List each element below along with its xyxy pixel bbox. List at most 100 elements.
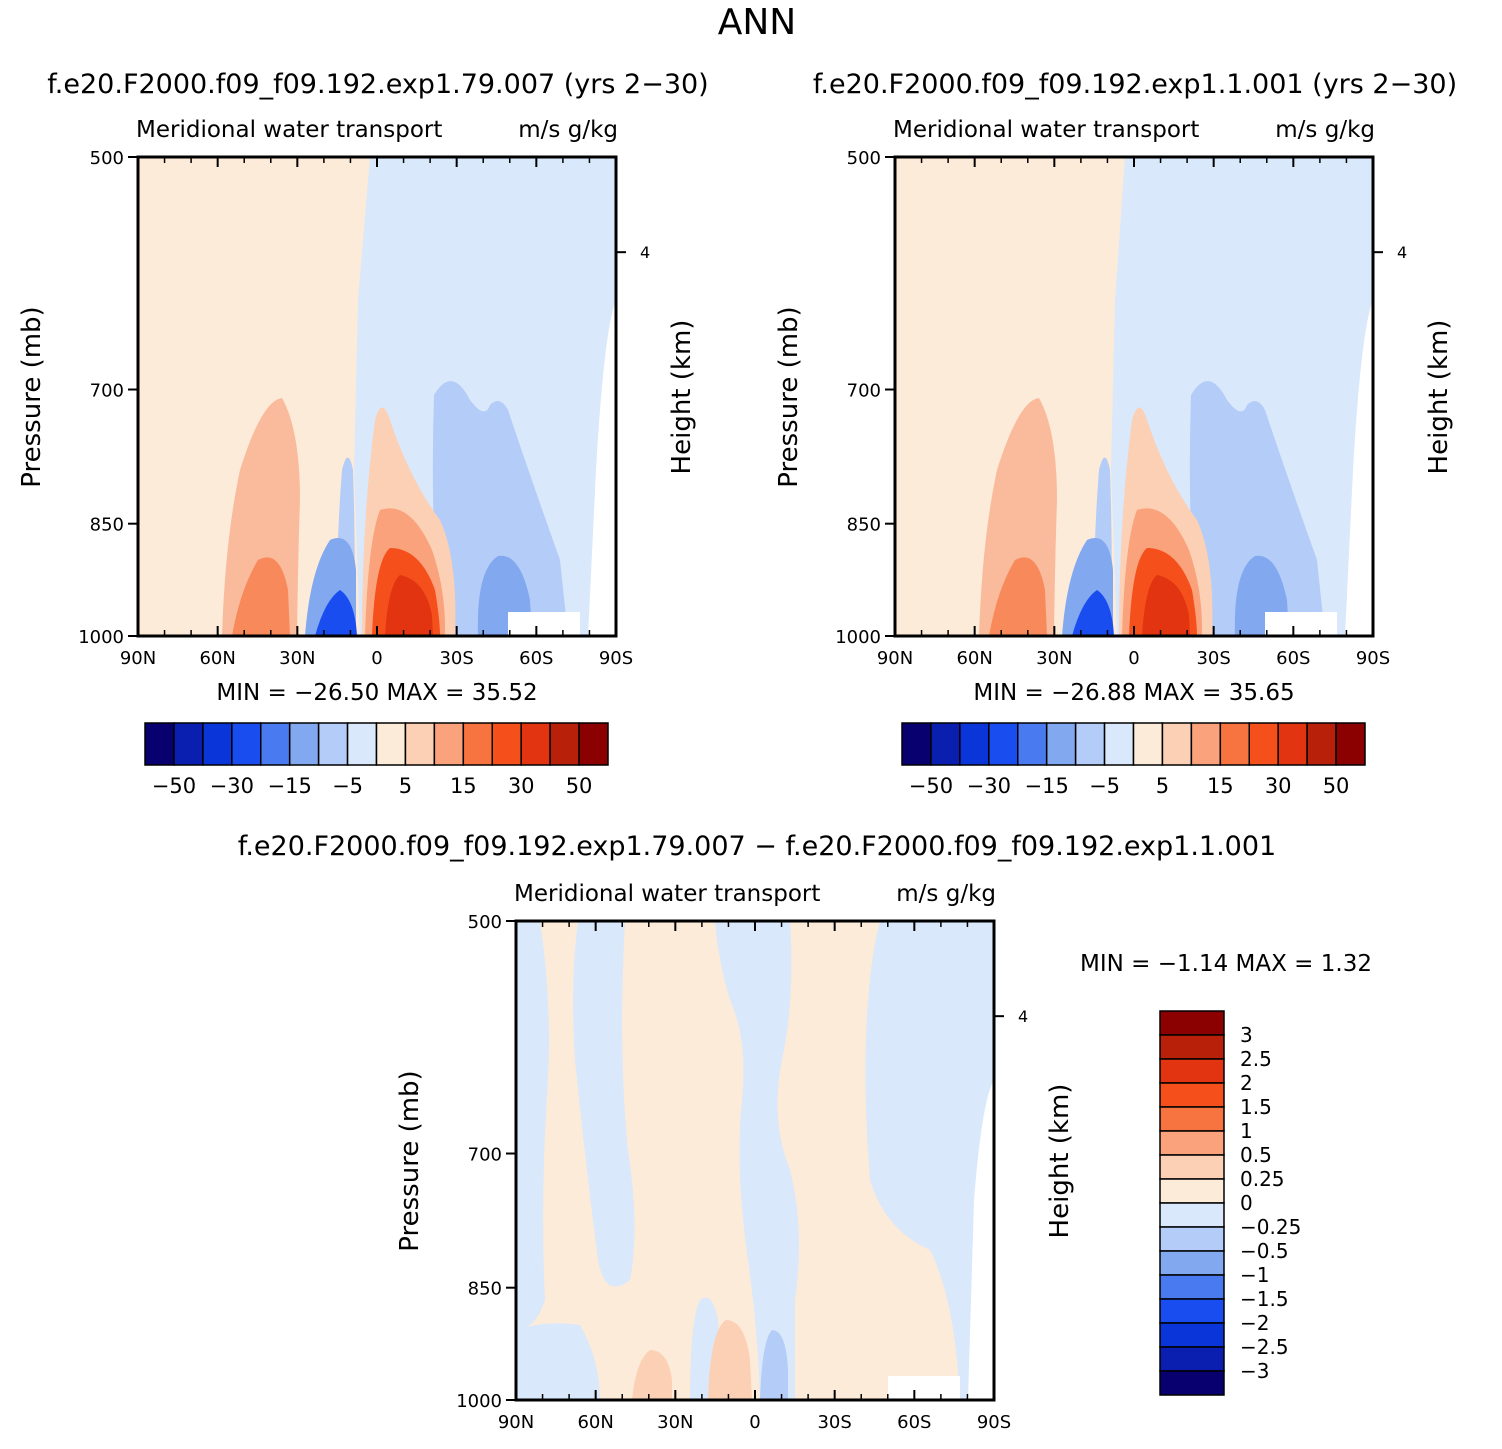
- panel-1-title-right: m/s g/kg: [518, 117, 618, 143]
- colorbar-label: 50: [566, 774, 593, 798]
- panel-1-colorbar: −50 −30 −15 −5 5 15 30 50: [144, 722, 609, 798]
- right-tick-label: 4: [1018, 1007, 1028, 1026]
- panel-3-header: f.e20.F2000.f09_f09.192.exp1.79.007 − f.…: [238, 831, 1276, 862]
- x-tick-label: 30S: [1196, 648, 1230, 669]
- y-tick-label: 1000: [456, 1391, 502, 1412]
- x-tick-label: 60S: [1276, 648, 1310, 669]
- panel-1-ylabel: Pressure (mb): [17, 306, 47, 487]
- page-title: ANN: [718, 2, 797, 43]
- x-tick-label: 0: [371, 648, 382, 669]
- colorbar-swatch: [1219, 722, 1250, 766]
- colorbar-label: −3: [1240, 1359, 1269, 1383]
- colorbar-swatch: [1159, 1202, 1225, 1228]
- x-tick-label: 90N: [498, 1412, 534, 1433]
- y-tick-label: 850: [847, 515, 881, 536]
- panel-1-ylabel-right: Height (km): [667, 320, 697, 475]
- colorbar-swatch: [1159, 1106, 1225, 1132]
- panel-3-band-c: [715, 921, 799, 1400]
- colorbar-label: −0.5: [1240, 1239, 1289, 1263]
- x-tick-label: 60S: [897, 1412, 931, 1433]
- panel-3-band-a: [516, 921, 549, 1330]
- colorbar-swatch: [549, 722, 580, 766]
- colorbar-swatch: [260, 722, 291, 766]
- colorbar-swatch: [231, 722, 262, 766]
- panel-1-contours: [138, 157, 616, 636]
- colorbar-label: 1.5: [1240, 1095, 1272, 1119]
- x-tick-label: 60N: [956, 648, 992, 669]
- y-tick-label: 700: [847, 381, 881, 402]
- colorbar-label: 50: [1323, 774, 1350, 798]
- colorbar-label: −1.5: [1240, 1287, 1289, 1311]
- colorbar-swatch: [144, 722, 175, 766]
- panel-2-region-neg-mid: [1189, 381, 1325, 636]
- colorbar-swatch: [1277, 722, 1308, 766]
- colorbar-label: 3: [1240, 1023, 1253, 1047]
- colorbar-swatch: [288, 722, 320, 766]
- panel-1-title-left: Meridional water transport: [136, 117, 442, 143]
- colorbar-label: −30: [967, 774, 1011, 798]
- panel-3: f.e20.F2000.f09_f09.192.exp1.79.007 − f.…: [238, 831, 1372, 1433]
- x-tick-label: 90S: [977, 1412, 1011, 1433]
- colorbar-swatch: [1045, 722, 1077, 766]
- panel-3-ylabel-right: Height (km): [1045, 1084, 1075, 1239]
- x-tick-label: 90N: [877, 648, 913, 669]
- x-tick-label: 90S: [1356, 648, 1390, 669]
- x-tick-label: 30N: [1036, 648, 1072, 669]
- colorbar-swatch: [901, 722, 932, 766]
- x-tick-label: 0: [749, 1412, 760, 1433]
- x-tick-label: 90S: [599, 648, 633, 669]
- colorbar-label: 15: [1207, 774, 1234, 798]
- colorbar-swatch: [1190, 722, 1222, 766]
- colorbar-swatch: [491, 722, 522, 766]
- colorbar-swatch: [317, 722, 349, 766]
- panel-2-missing-region: [1265, 612, 1337, 636]
- colorbar-swatch: [959, 722, 990, 766]
- colorbar-swatch: [1103, 722, 1135, 766]
- colorbar-swatch: [1017, 722, 1048, 766]
- y-tick-label: 500: [90, 148, 124, 169]
- colorbar-label: −5: [1089, 774, 1120, 798]
- panel-3-band-d: [865, 921, 994, 1400]
- panel-3-ylabel: Pressure (mb): [395, 1070, 425, 1251]
- panel-1-missing-region: [508, 612, 580, 636]
- colorbar-label: 2.5: [1240, 1047, 1272, 1071]
- panel-2-edge-missing: [1345, 300, 1373, 636]
- colorbar-swatch: [1248, 722, 1279, 766]
- colorbar-swatch: [988, 722, 1019, 766]
- panel-3-band-e: [516, 1323, 600, 1400]
- colorbar-label: −15: [1025, 774, 1069, 798]
- colorbar-label: 2: [1240, 1071, 1253, 1095]
- colorbar-swatch: [1159, 1346, 1225, 1372]
- colorbar-label: 30: [1265, 774, 1292, 798]
- panel-2-ylabel: Pressure (mb): [774, 306, 804, 487]
- panel-2-ylabel-right: Height (km): [1424, 320, 1454, 475]
- panel-1-stats: MIN = −26.50 MAX = 35.52: [216, 680, 537, 706]
- panel-3-stats: MIN = −1.14 MAX = 1.32: [1080, 951, 1372, 977]
- panel-3-pos-spot2: [632, 1350, 672, 1400]
- colorbar-swatch: [1074, 722, 1106, 766]
- colorbar-swatch: [520, 722, 551, 766]
- colorbar-swatch: [1159, 1010, 1225, 1036]
- colorbar-swatch: [1159, 1298, 1225, 1324]
- panel-2: f.e20.F2000.f09_f09.192.exp1.1.001 (yrs …: [774, 69, 1457, 798]
- colorbar-swatch: [1335, 722, 1366, 766]
- colorbar-swatch: [1159, 1322, 1225, 1348]
- colorbar-swatch: [1159, 1178, 1225, 1204]
- colorbar-swatch: [1159, 1034, 1225, 1060]
- panel-3-neg-spot: [760, 1330, 788, 1400]
- x-tick-label: 30N: [279, 648, 315, 669]
- panel-2-ticks: 90N 60N 30N 0 30S 60S 90S 500 700 850 1000 4: [835, 148, 1407, 669]
- x-tick-label: 0: [1128, 648, 1139, 669]
- panel-1-ticks: 90N 60N 30N 0 30S 60S 90S 500 700 850 1000 4: [78, 148, 650, 669]
- panel-1-region-nh-neg3: [315, 590, 357, 636]
- colorbar-label: 0.5: [1240, 1143, 1272, 1167]
- panel-3-missing-region: [888, 1376, 960, 1400]
- colorbar-swatch: [375, 722, 407, 766]
- colorbar-swatch: [202, 722, 233, 766]
- x-tick-label: 60N: [199, 648, 235, 669]
- colorbar-swatch: [1161, 722, 1193, 766]
- panel-2-stats: MIN = −26.88 MAX = 35.65: [973, 680, 1294, 706]
- colorbar-label: −50: [909, 774, 953, 798]
- colorbar-swatch: [1159, 1250, 1225, 1276]
- colorbar-swatch: [173, 722, 204, 766]
